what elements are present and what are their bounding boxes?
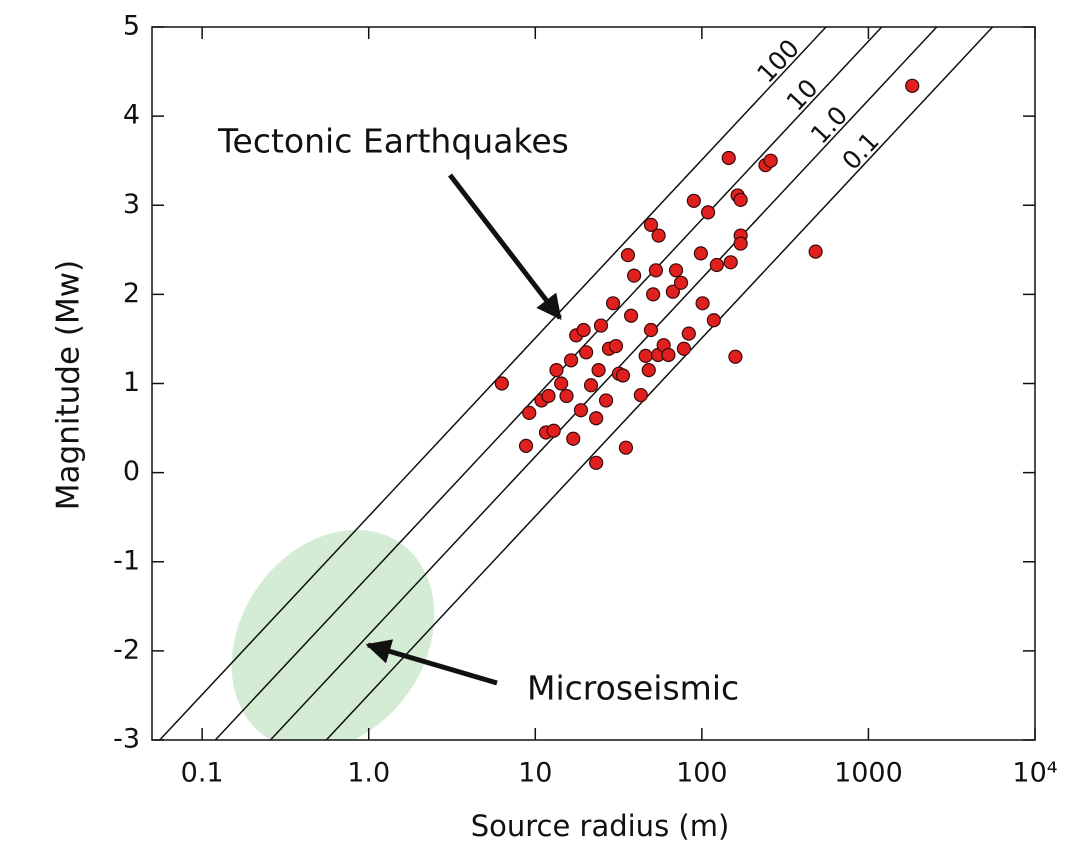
point xyxy=(633,387,648,403)
point xyxy=(541,388,556,404)
point xyxy=(643,217,659,232)
point xyxy=(593,318,609,333)
point xyxy=(905,78,920,93)
line-label: 0.1 xyxy=(836,127,884,176)
point xyxy=(518,438,534,453)
x-tick-label: 0.1 xyxy=(181,758,224,789)
arrow xyxy=(448,173,562,320)
point xyxy=(808,244,823,259)
line-label: 1.0 xyxy=(805,101,853,150)
point xyxy=(554,376,569,391)
point xyxy=(620,248,636,263)
point xyxy=(605,296,621,311)
annotation: Tectonic Earthquakes xyxy=(217,122,569,161)
point xyxy=(589,411,604,426)
point xyxy=(648,263,664,278)
x-tick-label: 1000 xyxy=(834,758,903,789)
point xyxy=(695,296,710,311)
point xyxy=(563,353,579,368)
x-tick-label: 100 xyxy=(676,758,728,789)
y-tick-label: -2 xyxy=(113,634,140,665)
y-tick-label: 4 xyxy=(123,100,140,131)
point xyxy=(763,153,778,168)
point xyxy=(522,405,537,421)
x-tick-label: 1.0 xyxy=(347,758,390,789)
x-axis-label: Source radius (m) xyxy=(471,809,730,843)
arrow xyxy=(365,639,498,686)
y-tick-label: -3 xyxy=(113,724,140,755)
stress-drop-line xyxy=(269,27,938,740)
point xyxy=(728,349,743,364)
point xyxy=(673,275,689,290)
x-tick-label: 10⁴ xyxy=(1012,758,1057,789)
point xyxy=(576,322,591,338)
point xyxy=(566,431,581,446)
point xyxy=(643,322,659,338)
y-tick-label: -1 xyxy=(113,545,140,576)
point xyxy=(627,268,642,283)
point xyxy=(559,388,574,404)
stress-drop-line xyxy=(214,27,883,740)
point xyxy=(709,257,724,273)
stress-drop-line xyxy=(325,27,994,740)
point xyxy=(549,363,564,378)
point xyxy=(665,284,680,299)
y-tick-label: 1 xyxy=(123,367,140,398)
point xyxy=(608,338,624,354)
point xyxy=(693,246,708,261)
point xyxy=(733,192,748,208)
point xyxy=(721,150,736,166)
point xyxy=(583,378,599,393)
point xyxy=(723,255,738,270)
point xyxy=(618,440,634,455)
point xyxy=(623,308,639,323)
point xyxy=(668,263,684,278)
point xyxy=(615,368,631,383)
microseismic-region xyxy=(231,529,435,740)
point xyxy=(638,348,653,363)
point xyxy=(494,376,509,391)
point xyxy=(700,205,716,220)
x-tick-label: 10 xyxy=(518,758,552,789)
point xyxy=(579,345,594,360)
y-tick-label: 0 xyxy=(123,456,140,487)
point xyxy=(598,393,614,408)
point xyxy=(681,326,696,341)
stress-drop-line xyxy=(159,27,827,740)
point xyxy=(651,228,666,243)
line-label: 10 xyxy=(781,73,824,116)
point xyxy=(661,347,676,363)
y-tick-label: 5 xyxy=(123,11,140,42)
point xyxy=(676,341,691,356)
point xyxy=(733,236,748,251)
point xyxy=(706,313,721,328)
annotation: Microseismic xyxy=(527,669,739,708)
point xyxy=(573,403,589,418)
point xyxy=(646,287,661,302)
y-tick-label: 3 xyxy=(123,189,140,220)
point xyxy=(546,423,561,438)
point xyxy=(641,363,656,378)
point xyxy=(589,455,604,470)
y-axis-label: Magnitude (Mw) xyxy=(51,260,87,510)
y-tick-label: 2 xyxy=(123,278,140,309)
point xyxy=(591,363,606,378)
point xyxy=(686,193,701,208)
